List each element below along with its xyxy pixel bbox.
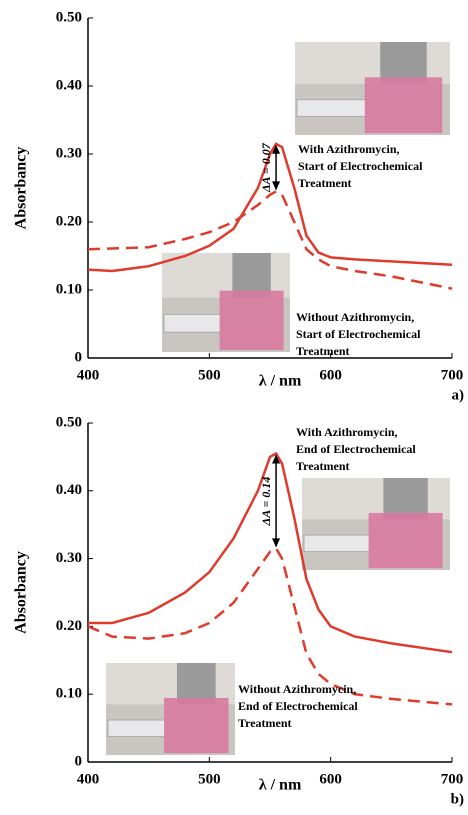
y-tick-label: 0.20 bbox=[56, 213, 82, 229]
annotation: Without Azithromycin, bbox=[238, 682, 356, 696]
y-tick-label: 0.50 bbox=[56, 414, 82, 430]
arrow-head bbox=[272, 144, 281, 154]
delta-arrow bbox=[272, 144, 281, 191]
photo-cell bbox=[364, 77, 443, 134]
annotation: Treatment bbox=[296, 344, 350, 358]
panel-label: a) bbox=[452, 387, 465, 403]
y-tick-label: 0.40 bbox=[56, 77, 82, 93]
x-tick-label: 600 bbox=[319, 367, 342, 383]
x-axis-label: λ / nm bbox=[259, 373, 302, 390]
annotation: Start of Electrochemical bbox=[296, 327, 421, 341]
delta-arrow bbox=[272, 454, 281, 548]
data-line bbox=[88, 451, 453, 654]
annotation: Without Azithromycin, bbox=[296, 310, 414, 324]
photo-tube bbox=[163, 313, 223, 333]
y-axis-label: Absorbancy bbox=[13, 551, 30, 634]
photo-tube bbox=[296, 99, 368, 117]
x-tick-label: 700 bbox=[441, 771, 464, 787]
photo-electrode bbox=[383, 478, 428, 520]
photo-electrode bbox=[176, 663, 216, 705]
delta-label: ΔA = 0.14 bbox=[259, 477, 273, 527]
y-tick-label: 0 bbox=[75, 349, 83, 365]
annotation: Treatment bbox=[238, 716, 292, 730]
x-tick-label: 500 bbox=[198, 771, 221, 787]
data-line bbox=[87, 189, 453, 290]
x-tick-label: 500 bbox=[198, 367, 221, 383]
y-tick-label: 0.50 bbox=[56, 9, 82, 25]
photo-electrode bbox=[380, 42, 427, 84]
arrow-head bbox=[272, 181, 281, 191]
annotation: With Azithromycin, bbox=[296, 425, 398, 439]
photo bbox=[106, 663, 235, 755]
photo-cell bbox=[164, 697, 229, 754]
y-tick-label: 0.30 bbox=[56, 550, 82, 566]
delta-label: ΔA = 0.07 bbox=[259, 142, 273, 193]
panel-label: b) bbox=[451, 791, 464, 807]
photo bbox=[302, 478, 450, 570]
y-tick-label: 0.20 bbox=[56, 618, 82, 634]
photo-tube bbox=[107, 719, 167, 738]
y-axis-label: Absorbancy bbox=[13, 147, 30, 230]
x-tick-label: 600 bbox=[319, 771, 342, 787]
y-tick-label: 0.10 bbox=[56, 281, 82, 297]
y-tick-label: 0.10 bbox=[56, 686, 82, 702]
annotation: Treatment bbox=[296, 459, 350, 473]
photo-cell bbox=[219, 290, 284, 351]
data-line bbox=[87, 546, 453, 706]
photo bbox=[162, 253, 290, 352]
photo-tube bbox=[303, 534, 372, 553]
x-tick-label: 700 bbox=[441, 367, 464, 383]
photo-electrode bbox=[232, 253, 271, 298]
arrow-head bbox=[272, 454, 281, 464]
x-axis-label: λ / nm bbox=[259, 777, 302, 794]
annotation: With Azithromycin, bbox=[298, 142, 400, 156]
y-tick-label: 0.40 bbox=[56, 482, 82, 498]
data-line bbox=[87, 142, 453, 273]
annotation: Treatment bbox=[298, 176, 352, 190]
annotation: Start of Electrochemical bbox=[298, 159, 423, 173]
x-tick-label: 400 bbox=[77, 367, 100, 383]
arrow-head bbox=[272, 538, 281, 548]
x-tick-label: 400 bbox=[77, 771, 100, 787]
annotation: End of Electrochemical bbox=[238, 699, 358, 713]
photo-cell bbox=[368, 512, 443, 569]
photo bbox=[295, 42, 450, 135]
y-tick-label: 0.30 bbox=[56, 145, 82, 161]
y-tick-label: 0 bbox=[75, 753, 83, 769]
annotation: End of Electrochemical bbox=[296, 442, 416, 456]
